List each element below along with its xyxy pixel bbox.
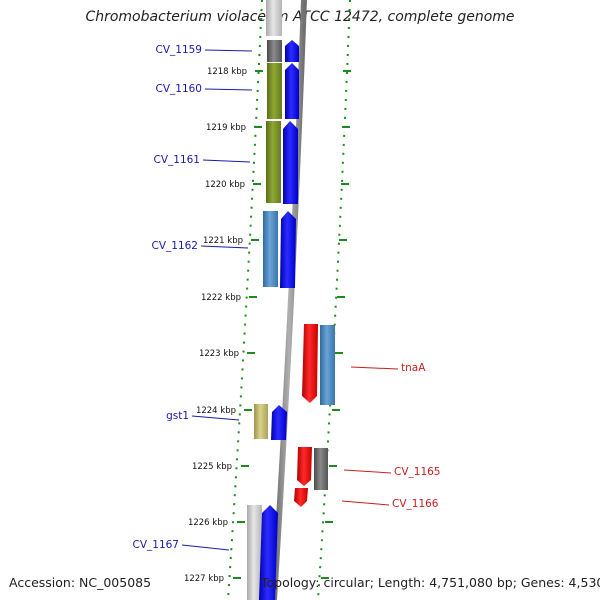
gene-feature-cv1165-cog[interactable] xyxy=(314,448,328,490)
gene-label-cv1161[interactable]: CV_1161 xyxy=(154,154,201,166)
genome-backbone xyxy=(271,0,307,600)
label-leaders xyxy=(181,49,399,551)
leader-line xyxy=(202,159,251,163)
kbp-label: 1225 kbp xyxy=(192,462,232,472)
gene-label-tnaA[interactable]: tnaA xyxy=(401,362,426,374)
reverse-strand-features xyxy=(294,324,335,507)
gene-arrow-tnaA[interactable] xyxy=(302,324,318,403)
gene-feature-cv1162-cog[interactable] xyxy=(263,211,278,287)
gene-label-cv1159[interactable]: CV_1159 xyxy=(156,44,203,56)
accession-text: Accession: NC_005085 xyxy=(9,575,152,590)
kbp-labels: 1218 kbp 1219 kbp 1220 kbp 1221 kbp 1222… xyxy=(184,67,247,584)
gene-arrow-cv1162[interactable] xyxy=(280,211,296,288)
kbp-label: 1218 kbp xyxy=(207,67,247,77)
outer-tick-ring-right xyxy=(317,0,351,600)
leader-line xyxy=(191,415,240,421)
leader-line xyxy=(343,469,392,474)
gene-arrow-gst1[interactable] xyxy=(271,405,287,440)
gene-feature-cv1167-cog[interactable] xyxy=(247,505,262,600)
kbp-ticks xyxy=(233,70,351,579)
kbp-label: 1219 kbp xyxy=(206,123,246,133)
kbp-label: 1226 kbp xyxy=(188,518,228,528)
kbp-label: 1220 kbp xyxy=(205,180,245,190)
kbp-label: 1223 kbp xyxy=(199,349,239,359)
gene-arrow-cv1165[interactable] xyxy=(297,447,312,486)
gene-feature-top-tail[interactable] xyxy=(266,0,282,36)
gene-arrow-cv1160[interactable] xyxy=(285,63,299,119)
gene-label-cv1166[interactable]: CV_1166 xyxy=(392,498,439,510)
leader-line xyxy=(350,366,399,370)
leader-line xyxy=(204,49,253,52)
gene-label-cv1162[interactable]: CV_1162 xyxy=(152,240,199,252)
leader-line xyxy=(181,544,230,551)
kbp-label: 1224 kbp xyxy=(196,406,236,416)
gene-feature-cv1161-cog[interactable] xyxy=(266,121,281,203)
gene-labels: CV_1159 CV_1160 CV_1161 CV_1162 gst1 CV_… xyxy=(133,44,441,551)
gene-label-cv1160[interactable]: CV_1160 xyxy=(156,83,203,95)
gene-arrow-cv1166[interactable] xyxy=(294,488,308,507)
kbp-label: 1227 kbp xyxy=(184,574,224,584)
gene-feature-tnaA-cog[interactable] xyxy=(320,325,335,405)
gene-label-gst1[interactable]: gst1 xyxy=(166,410,189,422)
kbp-label: 1221 kbp xyxy=(203,236,243,246)
leader-line xyxy=(204,88,253,91)
topology-text: Topology: circular; Length: 4,751,080 bp… xyxy=(261,575,600,590)
gene-label-cv1165[interactable]: CV_1165 xyxy=(394,466,441,478)
gene-feature-cv1159-cog[interactable] xyxy=(267,40,282,62)
gene-arrow-cv1167[interactable] xyxy=(259,505,278,600)
gene-feature-cv1160-cog[interactable] xyxy=(267,63,282,119)
gene-arrow-cv1159[interactable] xyxy=(285,40,299,62)
gene-arrow-cv1161[interactable] xyxy=(283,121,298,204)
kbp-label: 1222 kbp xyxy=(201,293,241,303)
leader-line xyxy=(341,500,390,506)
leader-line xyxy=(200,245,249,249)
gene-label-cv1167[interactable]: CV_1167 xyxy=(133,539,180,551)
forward-strand-features xyxy=(247,40,299,600)
map-title: Chromobacterium violaceum ATCC 12472, co… xyxy=(85,9,515,25)
gene-feature-gst1-cog[interactable] xyxy=(254,404,268,439)
